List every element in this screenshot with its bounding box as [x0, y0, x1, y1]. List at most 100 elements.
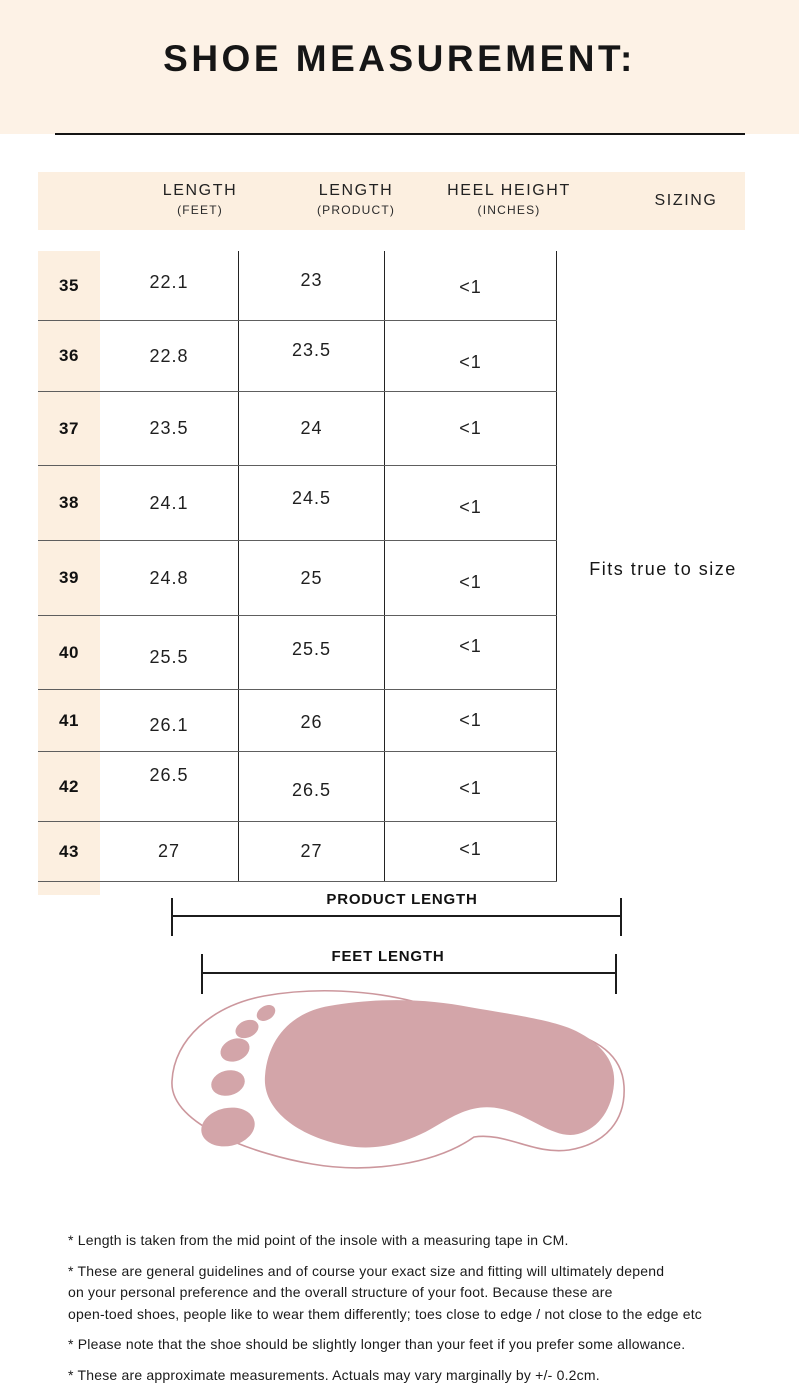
heel-height-cell-value: <1 [459, 778, 482, 798]
size-cell: 38 [38, 466, 100, 540]
product-length-cell: 26.5 [239, 752, 385, 821]
footnote: * Please note that the shoe should be sl… [68, 1336, 686, 1352]
size-cell: 43 [38, 822, 100, 881]
feet-length-cell: 24.8 [100, 541, 239, 615]
product-length-cell: 25.5 [239, 616, 385, 689]
toe-4 [235, 1019, 259, 1039]
heel-height-cell-value: <1 [459, 636, 482, 656]
column-header-sublabel: (FEET) [177, 203, 223, 217]
footnote: * These are general guidelines and of co… [68, 1262, 702, 1322]
feet-length-cell: 27 [100, 822, 239, 881]
product-length-cell: 27 [239, 822, 385, 881]
size-cell-value: 41 [59, 710, 79, 730]
feet-length-tick-left [201, 954, 203, 994]
size-cell-value: 42 [59, 776, 79, 796]
heel-height-cell-value: <1 [459, 496, 482, 517]
heel-height-cell-value: <1 [459, 710, 482, 730]
size-cell-value: 38 [59, 493, 79, 512]
size-cell: 41 [38, 690, 100, 751]
product-length-cell-value: 25 [300, 567, 323, 588]
size-cell: 39 [38, 541, 100, 615]
table-row: 42 26.5 26.5 <1 [38, 752, 557, 822]
product-length-line [171, 915, 621, 917]
feet-length-cell-value: 27 [157, 841, 181, 861]
toe-5 [256, 1005, 276, 1021]
column-header-label: HEEL HEIGHT [447, 182, 571, 199]
feet-length-cell: 23.5 [100, 392, 239, 465]
column-header-length-feet: LENGTH (FEET) [120, 172, 280, 230]
product-length-cell: 26 [239, 690, 385, 751]
table-row: 39 24.8 25 <1 [38, 541, 557, 616]
product-length-cell-value: 24.5 [291, 487, 332, 508]
product-length-cell: 24 [239, 392, 385, 465]
sizing-note: Fits true to size [589, 559, 737, 579]
product-length-cell-value: 26 [300, 712, 323, 732]
feet-length-tick-right [615, 954, 617, 994]
feet-length-cell-value: 26.1 [149, 715, 189, 735]
table-row: 40 25.5 25.5 <1 [38, 616, 557, 690]
feet-length-cell: 26.5 [100, 752, 239, 821]
feet-length-cell-value: 24.8 [149, 567, 189, 588]
size-cell: 36 [38, 321, 100, 391]
size-cell: 35 [38, 251, 100, 320]
heel-height-cell: <1 [385, 466, 557, 540]
column-header-sublabel: (INCHES) [477, 203, 541, 217]
heel-height-cell-value: <1 [459, 277, 482, 297]
table-row: 36 22.8 23.5 <1 [38, 321, 557, 392]
size-cell: 37 [38, 392, 100, 465]
footnotes: * Length is taken from the mid point of … [68, 1230, 776, 1385]
toe-2 [211, 1070, 245, 1096]
column-header-label: LENGTH [162, 182, 238, 199]
toe-big [201, 1107, 255, 1147]
table-row: 41 26.1 26 <1 [38, 690, 557, 752]
heel-height-cell: <1 [385, 321, 557, 391]
column-header-label: LENGTH [318, 182, 394, 199]
column-header-label: SIZING [654, 192, 718, 209]
footnote: * These are approximate measurements. Ac… [68, 1366, 600, 1383]
heel-height-cell-value: <1 [459, 839, 482, 859]
product-length-cell-value: 27 [300, 841, 323, 861]
heel-height-cell: <1 [385, 616, 557, 689]
feet-length-cell-value: 24.1 [149, 492, 189, 513]
feet-length-cell: 25.5 [100, 616, 239, 689]
product-length-cell-value: 24 [300, 418, 323, 438]
size-cell-value: 36 [59, 346, 79, 365]
product-length-cell: 25 [239, 541, 385, 615]
feet-length-cell: 22.8 [100, 321, 239, 391]
size-cell-value: 43 [59, 841, 79, 861]
page-title: SHOE MEASUREMENT: [163, 38, 636, 79]
heel-height-cell-value: <1 [459, 351, 482, 372]
product-length-cell: 23 [239, 251, 385, 320]
divider-line [55, 133, 745, 135]
table-row: 43 27 27 <1 [38, 822, 557, 882]
heel-height-cell: <1 [385, 251, 557, 320]
footnote: * Length is taken from the mid point of … [68, 1232, 569, 1248]
feet-length-cell: 22.1 [100, 251, 239, 320]
heel-height-cell-value: <1 [459, 418, 482, 438]
product-length-tick-left [171, 898, 173, 936]
feet-length-label: FEET LENGTH [331, 948, 445, 965]
product-length-cell-value: 26.5 [291, 780, 332, 800]
feet-length-line [201, 972, 616, 974]
footprint-sole [264, 1000, 615, 1148]
feet-length-cell-value: 25.5 [149, 647, 189, 667]
feet-length-cell-value: 26.5 [149, 765, 189, 785]
product-length-cell-value: 23 [300, 270, 323, 290]
size-cell-value: 37 [59, 418, 79, 438]
table-row: 38 24.1 24.5 <1 [38, 466, 557, 541]
size-column-background [38, 251, 100, 895]
heel-height-cell: <1 [385, 752, 557, 821]
feet-length-cell-value: 22.8 [149, 345, 189, 366]
heel-height-cell: <1 [385, 690, 557, 751]
column-header-length-product: LENGTH (PRODUCT) [276, 172, 436, 230]
size-cell-value: 40 [59, 642, 79, 662]
table-header: LENGTH (FEET) LENGTH (PRODUCT) HEEL HEIG… [38, 172, 745, 230]
table-row: 37 23.5 24 <1 [38, 392, 557, 466]
size-table-body: 35 22.1 23 <1 36 22.8 23.5 <1 37 23.5 24 <1 38 24.1 24… [38, 251, 557, 882]
heel-height-cell: <1 [385, 541, 557, 615]
column-header-sizing: SIZING [606, 172, 766, 230]
column-header-heel-height: HEEL HEIGHT (INCHES) [419, 172, 599, 230]
product-length-cell: 23.5 [239, 321, 385, 391]
feet-length-cell: 24.1 [100, 466, 239, 540]
